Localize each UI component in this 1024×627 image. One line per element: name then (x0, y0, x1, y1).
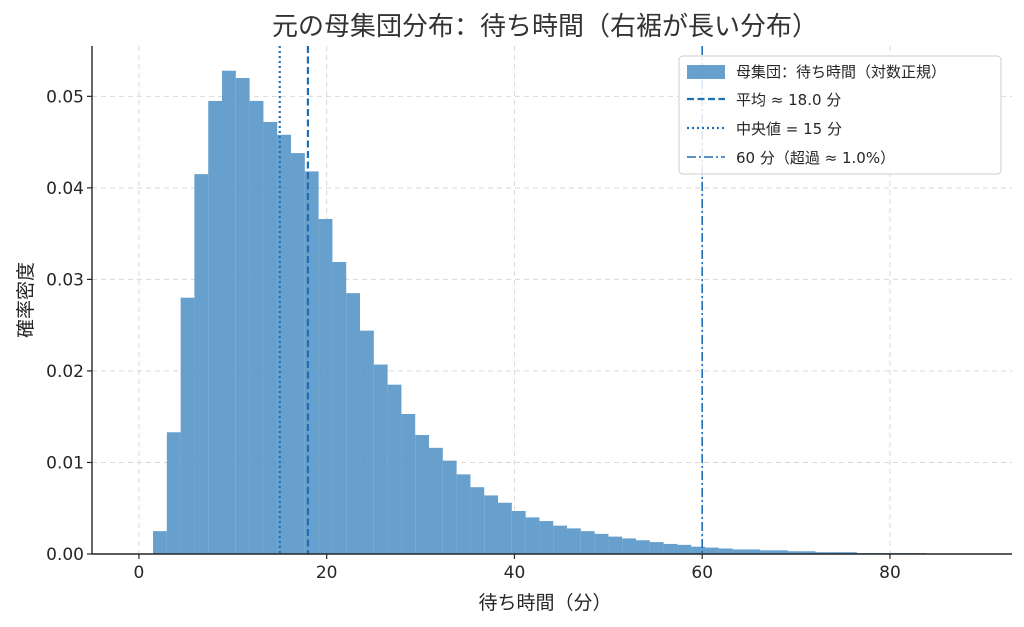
legend-label-population: 母集団：待ち時間（対数正規） (736, 63, 946, 81)
histogram-bar (153, 531, 167, 554)
histogram-bar (718, 548, 733, 554)
histogram-bar (553, 525, 568, 554)
histogram-bar (801, 551, 816, 554)
histogram-bar (415, 435, 430, 554)
histogram-bar (608, 536, 623, 554)
histogram-bar (470, 487, 485, 554)
reference-lines (278, 46, 704, 554)
y-axis-title: 確率密度 (15, 262, 37, 338)
histogram-bar (332, 262, 347, 554)
histogram-bar (291, 153, 305, 554)
x-axis-title: 待ち時間（分） (478, 592, 611, 614)
x-tick-label: 0 (134, 563, 145, 583)
y-tick-label: 0.02 (46, 362, 84, 382)
histogram-bar (429, 447, 443, 554)
histogram-bar (484, 495, 499, 554)
histogram-bar (787, 551, 802, 554)
histogram-bar (815, 552, 830, 554)
legend-label-mean: 平均 ≈ 18.0 分 (736, 91, 841, 109)
histogram-bar (442, 460, 457, 554)
y-tick-label: 0.04 (46, 179, 84, 199)
histogram-bar (346, 293, 361, 554)
x-tick-label: 40 (504, 563, 526, 583)
legend-patch-swatch (687, 65, 725, 79)
histogram-bar (498, 502, 512, 554)
histogram-bar (249, 100, 264, 555)
histogram-bar (663, 543, 678, 554)
histogram-bar (539, 521, 554, 554)
histogram-bar (456, 474, 471, 554)
histogram-bar (373, 364, 388, 554)
histogram-bar (387, 384, 402, 554)
chart-title: 元の母集団分布：待ち時間（右裾が長い分布） (272, 12, 818, 42)
y-tick-label: 0.00 (46, 545, 84, 565)
histogram-bar (760, 550, 775, 554)
histogram-bar (401, 413, 416, 554)
histogram-bar (180, 297, 195, 554)
histogram-bar (732, 549, 747, 554)
legend-label-threshold: 60 分（超過 ≈ 1.0%） (736, 149, 895, 167)
histogram-bar (235, 78, 250, 554)
histogram-bar (677, 544, 692, 554)
histogram-bar (705, 547, 719, 554)
histogram-bar (525, 517, 540, 554)
histogram-bar (511, 510, 526, 554)
histogram-bars (153, 70, 926, 555)
histogram-bar (580, 531, 595, 554)
axes (87, 46, 1012, 559)
y-tick-label: 0.05 (46, 87, 84, 107)
histogram-bar (318, 218, 333, 554)
y-tick-label: 0.03 (46, 270, 84, 290)
histogram-bar (746, 549, 761, 554)
histogram-bar (829, 552, 844, 554)
legend: 母集団：待ち時間（対数正規） 平均 ≈ 18.0 分 中央値 = 15 分 60… (678, 55, 1002, 175)
histogram-bar (691, 546, 706, 554)
x-tick-label: 80 (879, 563, 901, 583)
histogram-bar (594, 533, 609, 554)
histogram-bar (622, 538, 637, 554)
histogram-bar (263, 121, 278, 555)
x-tick-label: 60 (691, 563, 713, 583)
histogram-bar (277, 134, 292, 554)
histogram-bar (649, 542, 664, 554)
histogram-bar (194, 174, 209, 554)
histogram-bar (208, 100, 223, 555)
y-tick-label: 0.01 (46, 453, 84, 473)
legend-label-median: 中央値 = 15 分 (736, 120, 842, 138)
histogram-bar (636, 540, 650, 554)
histogram-bar (774, 550, 788, 554)
tick-labels: 0 20 40 60 80 0.00 0.01 0.02 0.03 0.04 0.05 (46, 87, 901, 583)
histogram-bar (843, 552, 857, 554)
histogram-bar (222, 70, 236, 555)
histogram-bar (567, 528, 581, 554)
histogram-bar (166, 432, 181, 554)
x-tick-label: 20 (316, 563, 338, 583)
legend-frame (678, 55, 1002, 175)
histogram-bar (360, 330, 374, 554)
